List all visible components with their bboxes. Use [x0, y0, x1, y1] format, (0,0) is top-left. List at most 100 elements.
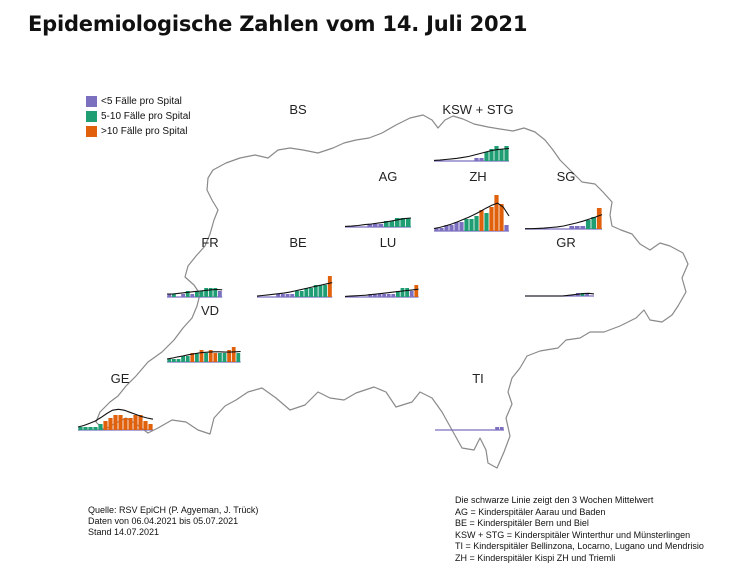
bar	[199, 291, 204, 297]
bar	[494, 195, 499, 231]
bar	[280, 294, 285, 297]
bar	[394, 218, 400, 227]
note-line: Die schwarze Linie zeigt den 3 Wochen Mi…	[455, 495, 654, 505]
bar	[386, 294, 391, 297]
bar	[290, 294, 295, 297]
bar	[195, 353, 199, 362]
bar	[389, 221, 395, 227]
bar	[596, 208, 602, 229]
mini-chart: GR	[525, 235, 595, 297]
trend-line	[433, 202, 510, 230]
bar	[208, 288, 213, 297]
bar	[218, 353, 222, 362]
region-label: TI	[472, 371, 484, 386]
bar	[495, 427, 499, 430]
bar	[569, 226, 575, 229]
bar	[133, 415, 138, 430]
bar	[409, 291, 414, 297]
bar	[479, 158, 484, 161]
bar	[382, 294, 386, 297]
bar	[227, 350, 231, 362]
mini-chart: BS	[289, 102, 307, 117]
trend-line	[344, 288, 419, 297]
bar	[484, 213, 489, 231]
region-label: BS	[289, 102, 307, 117]
mini-chart: KSW + STG	[433, 102, 514, 162]
bar	[499, 149, 504, 161]
bar	[304, 288, 309, 297]
mini-chart: GE	[77, 371, 154, 431]
map-outline	[95, 114, 689, 469]
legend-item-over10: >10 Fälle pro Spital	[86, 124, 191, 139]
bar	[295, 291, 299, 297]
bar	[368, 294, 373, 297]
bar	[499, 427, 504, 430]
bar	[103, 421, 108, 430]
bar	[93, 427, 98, 430]
trend-line	[344, 217, 412, 227]
bar	[204, 288, 208, 297]
bar	[323, 285, 328, 297]
bar	[167, 294, 172, 297]
bar	[400, 288, 405, 297]
bar	[113, 415, 118, 430]
legend-swatch	[86, 111, 97, 122]
bar	[378, 224, 384, 227]
legend-swatch	[86, 126, 97, 137]
mini-chart: AG	[344, 169, 412, 228]
bar	[231, 347, 236, 362]
bar	[580, 293, 585, 296]
chart-layer: BS KSW + STG AG ZH SG FR BE LU GR VD GE TI	[77, 102, 603, 431]
trend-line	[167, 288, 223, 295]
bar	[405, 218, 411, 227]
mini-chart: LU	[344, 235, 419, 298]
bar	[138, 415, 143, 430]
trend-line	[166, 350, 241, 360]
legend: <5 Fälle pro Spital 5-10 Fälle pro Spita…	[86, 94, 191, 139]
bar	[373, 294, 377, 297]
bar	[172, 359, 176, 362]
bar	[439, 228, 444, 231]
region-label: FR	[201, 235, 218, 250]
bar	[327, 276, 332, 297]
bar	[474, 216, 479, 231]
bar	[172, 294, 176, 297]
trend-line	[525, 292, 595, 297]
region-label: KSW + STG	[442, 102, 513, 117]
bar	[494, 146, 499, 161]
bar	[185, 356, 190, 362]
bar	[185, 291, 190, 297]
bar	[372, 224, 378, 227]
bar	[83, 427, 88, 430]
bar	[218, 291, 222, 297]
legend-label: >10 Fälle pro Spital	[101, 126, 188, 137]
bar	[167, 359, 172, 362]
page-title: Epidemiologische Zahlen vom 14. Juli 202…	[28, 12, 528, 36]
trend-line	[77, 408, 154, 428]
mini-chart: SG	[525, 169, 603, 230]
mini-chart: VD	[166, 303, 241, 363]
bar	[367, 224, 373, 227]
bar	[400, 218, 406, 227]
bar	[118, 415, 123, 430]
legend-item-under5: <5 Fälle pro Spital	[86, 94, 191, 109]
note-line: TI = Kinderspitäler Bellinzona, Locarno,…	[455, 541, 704, 551]
bar	[434, 228, 439, 231]
bar	[469, 219, 474, 231]
bar	[195, 291, 199, 297]
bar	[108, 418, 113, 430]
bar	[313, 285, 318, 297]
bar	[464, 219, 469, 231]
bar	[213, 353, 218, 362]
bar	[123, 418, 128, 430]
legend-label: 5-10 Fälle pro Spital	[101, 111, 191, 122]
region-label: ZH	[469, 169, 486, 184]
bar	[299, 291, 304, 297]
source-line: Daten von 06.04.2021 bis 05.07.2021	[88, 516, 239, 526]
bar	[208, 350, 213, 362]
region-label: AG	[379, 169, 398, 184]
bar	[377, 294, 382, 297]
bar	[285, 294, 290, 297]
trend-line	[433, 147, 510, 161]
region-label: GE	[111, 371, 130, 386]
